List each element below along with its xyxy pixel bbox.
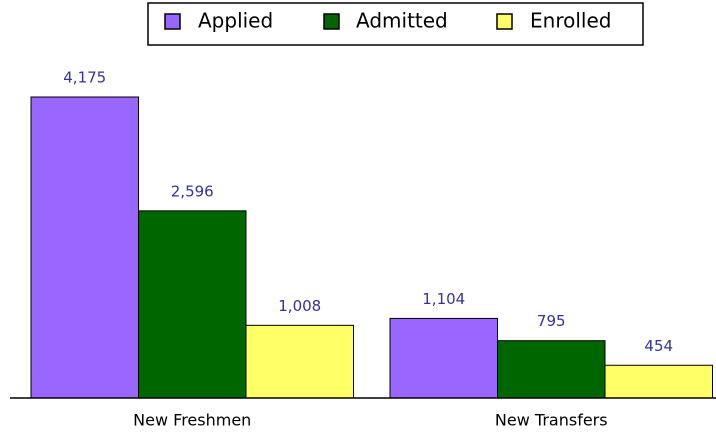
bar <box>138 210 247 399</box>
data-label: 454 <box>644 337 673 355</box>
bar <box>604 364 713 399</box>
legend-label: Admitted <box>356 9 448 33</box>
legend-swatch <box>323 13 340 30</box>
x-tick-label: New Transfers <box>495 411 608 430</box>
legend-box <box>147 2 644 46</box>
x-tick-label: New Freshmen <box>133 411 251 430</box>
bar <box>30 96 139 399</box>
bar <box>245 324 354 399</box>
legend-label: Applied <box>198 9 273 33</box>
data-label: 2,596 <box>171 182 214 200</box>
data-label: 795 <box>537 312 566 330</box>
data-label: 4,175 <box>63 69 106 87</box>
legend-swatch <box>496 13 513 30</box>
bar <box>497 340 606 399</box>
data-label: 1,008 <box>278 297 321 315</box>
bar <box>389 317 498 399</box>
legend-label: Enrolled <box>530 9 611 33</box>
data-label: 1,104 <box>422 290 465 308</box>
legend-swatch <box>164 13 181 30</box>
